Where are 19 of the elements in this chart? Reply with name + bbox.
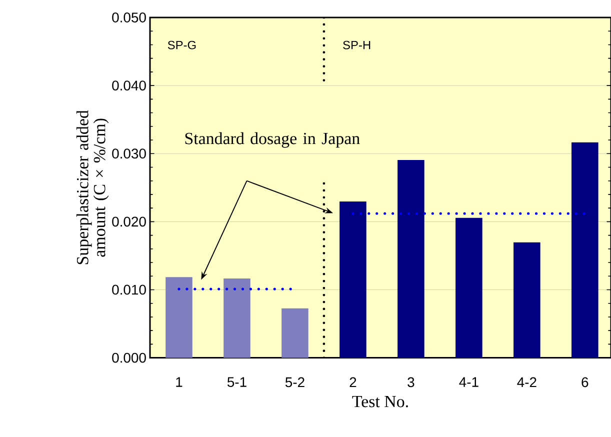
x-tick-label: 3 xyxy=(408,377,414,388)
y-tick-label: 0.040 xyxy=(112,80,146,90)
x-axis-title: Test No. xyxy=(352,396,408,408)
x-tick-label: 4-2 xyxy=(517,377,536,387)
annotation: SP-H xyxy=(343,40,370,50)
y-axis-title: Superplasticizer added amount (C × %/cm) xyxy=(76,110,109,264)
y-tick-label: 0.000 xyxy=(112,352,146,363)
x-tick-label: 6 xyxy=(582,377,588,388)
x-tick-label: 2 xyxy=(350,377,356,387)
x-tick-label: 5-1 xyxy=(227,377,246,387)
x-tick-label: 1 xyxy=(176,377,182,387)
y-tick-label: 0.050 xyxy=(112,12,146,22)
x-tick-label: 5-2 xyxy=(285,377,304,388)
annotation: SP-G xyxy=(168,40,196,50)
y-tick-label: 0.010 xyxy=(112,284,146,295)
annotation: Standard dosage in Japan xyxy=(185,132,360,148)
x-tick-label: 4-1 xyxy=(459,377,478,387)
y-tick-label: 0.020 xyxy=(112,216,146,227)
y-tick-label: 0.030 xyxy=(112,148,146,159)
